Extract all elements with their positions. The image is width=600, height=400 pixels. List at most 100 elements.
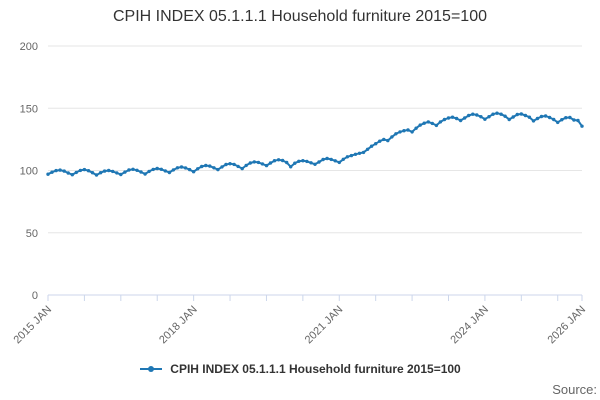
series-point[interactable]	[458, 118, 463, 123]
series-point[interactable]	[191, 170, 196, 174]
series-point[interactable]	[309, 161, 313, 165]
series-point[interactable]	[410, 130, 414, 134]
series-point[interactable]	[568, 115, 572, 120]
series-point[interactable]	[58, 168, 62, 172]
series-point[interactable]	[357, 151, 362, 155]
series-point[interactable]	[127, 168, 131, 172]
series-point[interactable]	[438, 120, 443, 124]
series-point[interactable]	[552, 117, 556, 122]
series-point[interactable]	[135, 168, 139, 172]
series-point[interactable]	[50, 170, 54, 174]
series-point[interactable]	[535, 116, 540, 121]
series-point[interactable]	[547, 115, 552, 120]
series-point[interactable]	[317, 160, 321, 164]
series-point[interactable]	[155, 166, 159, 171]
series-point[interactable]	[82, 167, 87, 172]
series-point[interactable]	[111, 169, 115, 174]
series-point[interactable]	[204, 163, 208, 168]
series-point[interactable]	[471, 112, 475, 116]
series-point[interactable]	[507, 117, 511, 122]
series-point[interactable]	[487, 115, 491, 119]
series-point[interactable]	[564, 116, 568, 120]
series-point[interactable]	[430, 121, 434, 126]
series-point[interactable]	[131, 167, 135, 171]
series-point[interactable]	[66, 171, 70, 175]
series-point[interactable]	[576, 118, 580, 123]
series-point[interactable]	[361, 150, 366, 155]
series-point[interactable]	[232, 162, 236, 167]
series-point[interactable]	[325, 156, 329, 161]
series-point[interactable]	[543, 114, 548, 118]
series-point[interactable]	[523, 113, 528, 118]
series-point[interactable]	[475, 113, 479, 117]
series-point[interactable]	[139, 170, 143, 174]
series-point[interactable]	[54, 168, 58, 173]
series-point[interactable]	[479, 115, 483, 119]
series-point[interactable]	[394, 132, 398, 136]
series-point[interactable]	[349, 153, 354, 158]
series-point[interactable]	[580, 124, 584, 128]
series-point[interactable]	[329, 157, 333, 162]
series-point[interactable]	[341, 157, 345, 161]
series-point[interactable]	[333, 159, 337, 163]
series-point[interactable]	[171, 168, 176, 172]
series-point[interactable]	[216, 167, 220, 172]
series-point[interactable]	[98, 171, 103, 175]
legend-item[interactable]: CPIH INDEX 05.1.1.1 Household furniture …	[139, 362, 461, 376]
series-point[interactable]	[151, 167, 155, 172]
series-point[interactable]	[285, 160, 289, 165]
series-point[interactable]	[301, 159, 305, 163]
series-point[interactable]	[289, 165, 293, 169]
series-point[interactable]	[402, 129, 406, 133]
series-point[interactable]	[495, 111, 499, 115]
series-point[interactable]	[236, 164, 240, 169]
series-point[interactable]	[175, 166, 180, 170]
series-point[interactable]	[293, 161, 297, 165]
series-point[interactable]	[123, 170, 127, 174]
series-point[interactable]	[244, 163, 248, 168]
series-point[interactable]	[503, 114, 507, 118]
series-point[interactable]	[414, 126, 418, 130]
series-point[interactable]	[483, 117, 487, 121]
series-point[interactable]	[499, 112, 503, 116]
series-point[interactable]	[167, 170, 172, 175]
series-point[interactable]	[305, 159, 309, 164]
series-point[interactable]	[511, 115, 515, 119]
series-point[interactable]	[374, 142, 378, 146]
series-point[interactable]	[115, 171, 119, 175]
series-point[interactable]	[398, 130, 402, 134]
series-point[interactable]	[240, 166, 244, 171]
series-point[interactable]	[187, 167, 192, 172]
series-point[interactable]	[313, 162, 317, 166]
series-point[interactable]	[369, 144, 374, 148]
series-point[interactable]	[74, 170, 79, 175]
series-point[interactable]	[463, 116, 467, 120]
series-point[interactable]	[515, 112, 519, 117]
series-point[interactable]	[442, 117, 447, 122]
series-point[interactable]	[46, 172, 50, 176]
series-point[interactable]	[143, 172, 147, 176]
series-point[interactable]	[539, 114, 544, 119]
series-point[interactable]	[353, 152, 358, 156]
series-point[interactable]	[220, 165, 224, 169]
series-point[interactable]	[163, 169, 167, 173]
series-point[interactable]	[519, 112, 523, 116]
series-point[interactable]	[78, 168, 83, 173]
series-point[interactable]	[454, 116, 459, 121]
series-point[interactable]	[382, 137, 386, 142]
series-point[interactable]	[272, 159, 277, 163]
series-point[interactable]	[70, 173, 75, 177]
series-point[interactable]	[276, 158, 281, 162]
series-point[interactable]	[264, 163, 269, 168]
series-point[interactable]	[426, 120, 430, 124]
series-point[interactable]	[280, 158, 285, 163]
series-point[interactable]	[434, 123, 439, 128]
series-point[interactable]	[386, 138, 390, 143]
series-point[interactable]	[406, 128, 410, 132]
series-point[interactable]	[159, 167, 163, 171]
series-point[interactable]	[228, 162, 232, 166]
series-point[interactable]	[179, 165, 184, 169]
series-point[interactable]	[200, 164, 204, 169]
series-point[interactable]	[256, 160, 261, 165]
series-point[interactable]	[62, 169, 66, 173]
